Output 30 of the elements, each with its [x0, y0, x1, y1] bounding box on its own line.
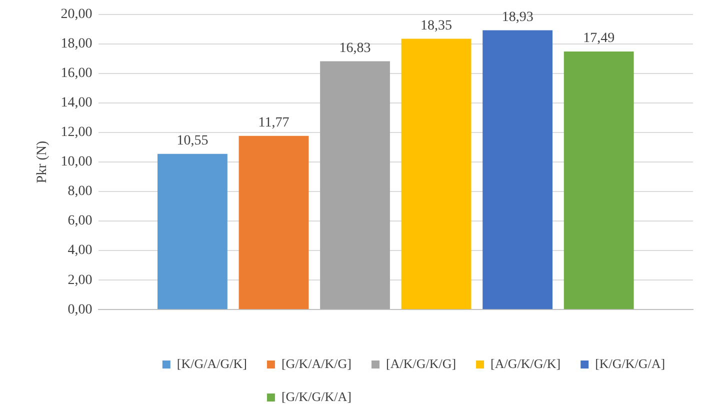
legend-label: [K/G/K/G/A] — [595, 356, 666, 371]
y-tick-label: 14,00 — [60, 96, 92, 111]
data-label: 18,93 — [502, 10, 534, 25]
y-tick-label: 20,00 — [60, 7, 92, 22]
y-tick-label: 4,00 — [68, 243, 92, 258]
y-tick-label: 18,00 — [60, 36, 92, 52]
y-axis-title: Pkr (N) — [35, 140, 50, 184]
y-tick-label: 10,00 — [60, 154, 92, 170]
data-label: 10,55 — [176, 134, 208, 149]
bar — [482, 30, 553, 310]
y-tick-label: 16,00 — [60, 66, 92, 82]
data-label: 11,77 — [258, 116, 290, 131]
bar — [238, 136, 309, 310]
y-tick-label: 2,00 — [68, 272, 92, 288]
bar — [320, 61, 390, 310]
y-tick-label: 0,00 — [68, 302, 92, 318]
y-tick-label: 6,00 — [68, 214, 92, 229]
data-label: 18,35 — [420, 18, 452, 34]
legend-label: [G/K/G/K/A] — [281, 388, 352, 404]
legend-label: [A/K/G/K/G] — [386, 356, 456, 371]
y-tick-label: 8,00 — [68, 184, 92, 200]
bar — [564, 51, 634, 310]
legend-label: [A/G/K/G/K] — [490, 356, 561, 371]
y-tick-label: 12,00 — [60, 125, 92, 140]
bar — [401, 38, 472, 310]
legend-label: [K/G/A/G/K] — [176, 356, 247, 371]
bar — [158, 154, 228, 310]
legend-label: [G/K/A/K/G] — [281, 356, 352, 371]
data-label: 17,49 — [583, 31, 615, 46]
data-label: 16,83 — [339, 40, 371, 56]
